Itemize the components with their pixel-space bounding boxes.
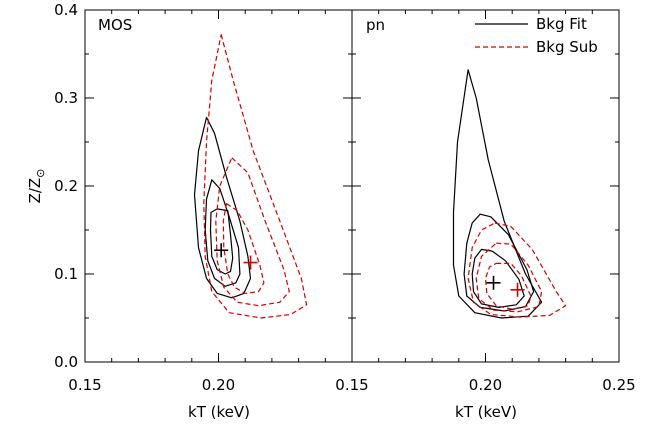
y-tick-label: 0.0 <box>54 353 78 371</box>
plot-frame-pn <box>351 9 620 363</box>
best-fit-marker-bkg-fit-pn <box>486 275 501 290</box>
best-fit-marker-bkg-sub-mos <box>243 255 258 270</box>
legend: Bkg Fit Bkg Sub <box>475 15 598 56</box>
contour-bkg-sub-pn-2 <box>475 242 543 313</box>
y-tick-label: 0.3 <box>54 89 78 107</box>
contour-bkg-fit-pn-1 <box>471 248 525 308</box>
best-fit-marker-bkg-fit-mos <box>214 243 229 258</box>
x-tick-label-pn: 0.15 <box>335 376 368 394</box>
y-axis-title: Z/Z⊙ <box>26 169 47 204</box>
y-tick-label: 0.4 <box>54 1 78 19</box>
text-layer: MOS pn kT (keV) kT (keV) Z/Z⊙ Bkg Fit Bk… <box>26 1 636 421</box>
x-axis-title-pn: kT (keV) <box>455 403 517 421</box>
x-tick-label-pn: 0.25 <box>602 376 635 394</box>
panel-frames <box>84 9 620 363</box>
plot-frame-mos <box>84 9 353 363</box>
contour-bkg-fit-mos-2 <box>204 179 241 287</box>
y-axis-title-text: Z/Z <box>26 178 44 204</box>
contour-bkg-sub-mos-3 <box>203 34 308 319</box>
x-tick-label-mos: 0.20 <box>202 376 235 394</box>
best-fit-layer <box>214 243 525 297</box>
panel-label-mos: MOS <box>98 16 132 34</box>
contour-bkg-sub-pn-1 <box>484 262 532 310</box>
contour-bkg-fit-mos-3 <box>193 116 252 299</box>
x-tick-label-mos: 0.15 <box>68 376 101 394</box>
contour-bkg-sub-mos-1 <box>222 203 265 294</box>
x-axis-title-mos: kT (keV) <box>188 403 250 421</box>
legend-label-bkg-fit: Bkg Fit <box>536 15 587 33</box>
y-axis-title-subscript: ⊙ <box>34 169 47 178</box>
legend-label-bkg-sub: Bkg Sub <box>536 38 598 56</box>
contour-bkg-fit-mos-1 <box>209 208 234 275</box>
panel-label-pn: pn <box>366 16 385 34</box>
contour-layer <box>193 34 567 319</box>
svg-text:Z/Z⊙: Z/Z⊙ <box>26 169 47 204</box>
y-tick-label: 0.2 <box>54 177 78 195</box>
x-tick-label-pn: 0.20 <box>469 376 502 394</box>
contour-bkg-fit-pn-3 <box>452 69 543 319</box>
contour-bkg-sub-pn-3 <box>467 222 567 318</box>
best-fit-marker-bkg-sub-pn <box>510 282 525 297</box>
y-tick-label: 0.1 <box>54 265 78 283</box>
contour-bkg-sub-mos-2 <box>215 157 290 307</box>
